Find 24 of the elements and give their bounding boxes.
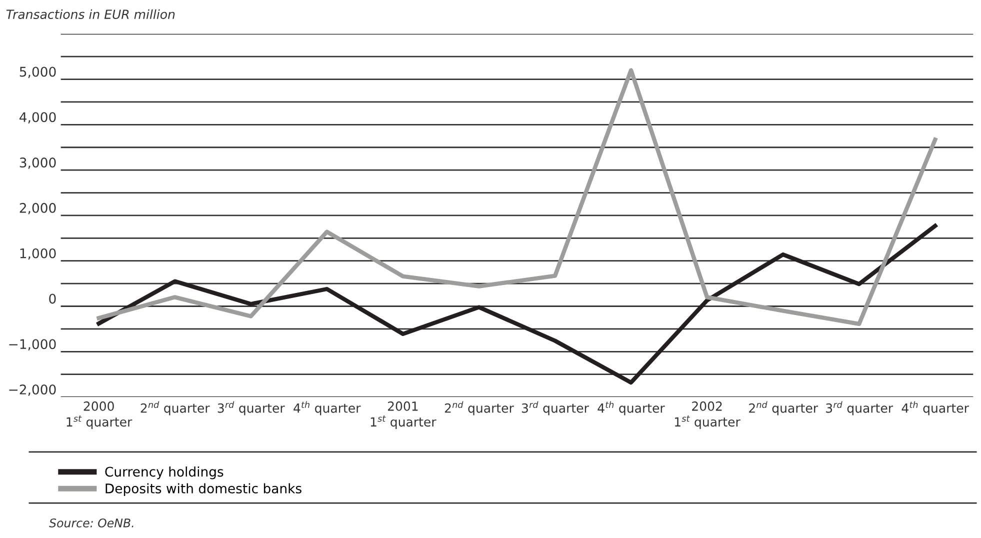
legend-label: Deposits with domestic banks: [106, 483, 302, 496]
x-tick-label: 3$^{rd}$ quarter: [826, 401, 894, 416]
x-tick-label: 4$^{th}$ quarter: [294, 401, 361, 416]
source-note: Source: OeNB.: [49, 518, 134, 528]
x-tick-label: 2000 1$^{st}$ quarter: [66, 401, 132, 430]
x-tick-label: 4$^{th}$ quarter: [598, 401, 665, 416]
x-tick-label: 2$^{nd}$ quarter: [749, 401, 818, 416]
x-tick-label: 2$^{nd}$ quarter: [444, 401, 514, 416]
x-tick-label: 2001 1$^{st}$ quarter: [370, 401, 436, 430]
y-tick-label: 3,000: [20, 158, 56, 169]
y-tick-label: −1,000: [9, 339, 56, 350]
y-tick-label: −2,000: [9, 384, 56, 396]
chart-title: Transactions in EUR million: [6, 9, 175, 20]
x-tick-label: 3$^{rd}$ quarter: [522, 401, 589, 416]
x-tick-label: 2$^{nd}$ quarter: [140, 401, 210, 416]
legend-label: Currency holdings: [105, 466, 224, 480]
y-tick-label: 5,000: [20, 66, 56, 78]
x-tick-label: 4$^{th}$ quarter: [902, 401, 969, 416]
y-tick-label: 2,000: [20, 202, 56, 214]
y-tick-label: 4,000: [20, 112, 56, 124]
x-tick-label: 3$^{rd}$ quarter: [218, 401, 285, 416]
y-tick-label: 0: [49, 294, 56, 304]
x-tick-label: 2002 1$^{st}$ quarter: [674, 401, 740, 430]
y-tick-label: 1,000: [20, 248, 56, 260]
